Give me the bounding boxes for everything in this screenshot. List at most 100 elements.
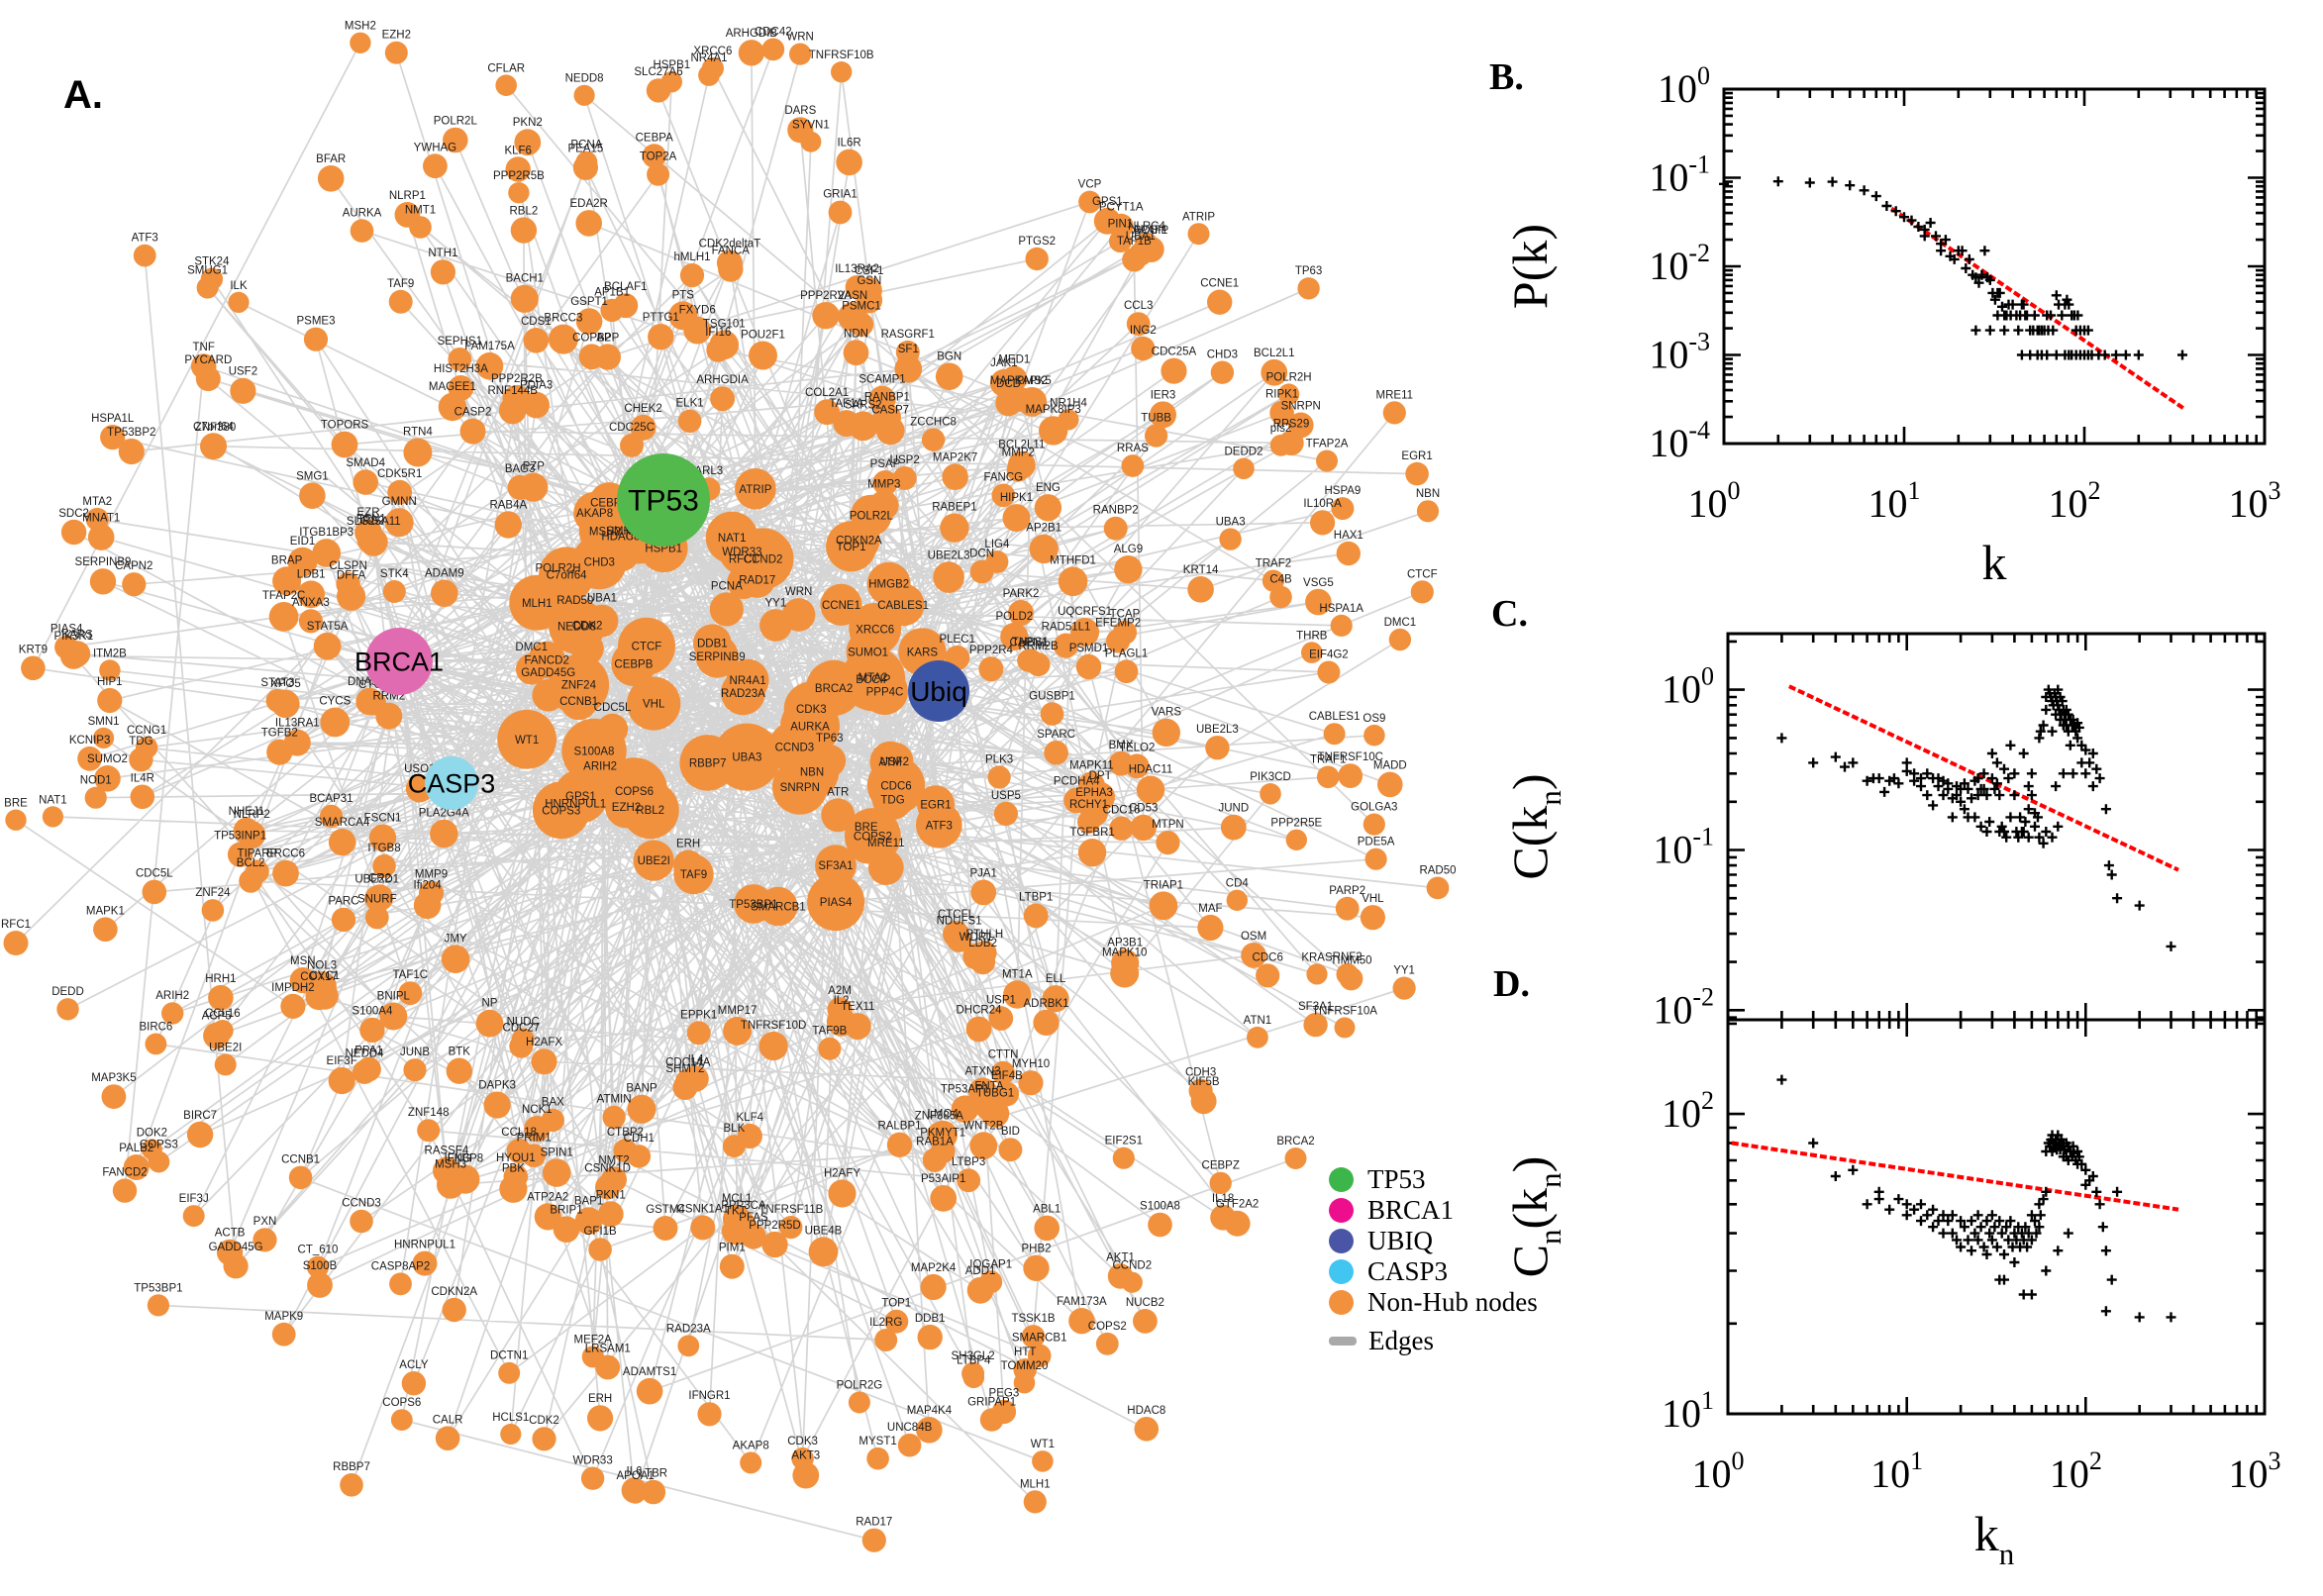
- network-node[interactable]: [430, 259, 455, 285]
- network-node[interactable]: [677, 1335, 700, 1357]
- network-node[interactable]: [483, 1091, 511, 1119]
- network-node[interactable]: [303, 327, 329, 351]
- network-node[interactable]: [510, 217, 538, 244]
- network-node[interactable]: [350, 32, 371, 53]
- network-node[interactable]: [559, 682, 598, 721]
- network-node[interactable]: [987, 765, 1011, 789]
- network-node[interactable]: [957, 1168, 981, 1193]
- network-node[interactable]: [353, 469, 379, 495]
- network-node[interactable]: [1224, 1210, 1251, 1237]
- network-node[interactable]: [1364, 848, 1387, 870]
- network-node[interactable]: [828, 200, 853, 225]
- network-node[interactable]: [511, 1028, 535, 1051]
- network-node[interactable]: [1187, 223, 1210, 246]
- network-node[interactable]: [1220, 814, 1247, 841]
- network-node[interactable]: [677, 409, 702, 434]
- network-node[interactable]: [1209, 1171, 1232, 1195]
- network-node[interactable]: [1207, 289, 1233, 315]
- network-node[interactable]: [866, 1446, 889, 1470]
- network-node[interactable]: [1068, 1308, 1095, 1335]
- network-node[interactable]: [1148, 1212, 1172, 1238]
- network-node[interactable]: [818, 1037, 842, 1060]
- network-node[interactable]: [758, 1031, 788, 1061]
- network-node[interactable]: [161, 1002, 184, 1025]
- network-node[interactable]: [875, 416, 905, 446]
- network-node[interactable]: [1070, 618, 1100, 647]
- network-node[interactable]: [1382, 401, 1406, 425]
- network-node[interactable]: [337, 581, 366, 611]
- network-node[interactable]: [1018, 1070, 1044, 1096]
- network-node[interactable]: [1205, 736, 1230, 760]
- network-node[interactable]: [602, 1105, 626, 1130]
- network-node[interactable]: [1210, 360, 1235, 384]
- network-node[interactable]: [831, 60, 853, 83]
- network-node[interactable]: [1003, 980, 1032, 1009]
- network-node[interactable]: [272, 859, 299, 887]
- network-node[interactable]: [989, 368, 1018, 397]
- network-node[interactable]: [1197, 914, 1224, 942]
- network-node[interactable]: [828, 1179, 857, 1208]
- network-node[interactable]: [1336, 962, 1359, 986]
- network-node[interactable]: [548, 324, 578, 354]
- network-node[interactable]: [969, 559, 994, 584]
- network-node[interactable]: [814, 399, 840, 426]
- network-node[interactable]: [789, 43, 812, 65]
- network-node[interactable]: [438, 392, 467, 422]
- network-node[interactable]: [87, 524, 115, 550]
- network-node[interactable]: [613, 1139, 638, 1163]
- network-node[interactable]: [1114, 659, 1139, 684]
- network-node[interactable]: [1032, 1450, 1054, 1472]
- network-node[interactable]: [56, 998, 79, 1021]
- network-node[interactable]: [734, 884, 773, 924]
- network-node[interactable]: [118, 438, 145, 465]
- network-node[interactable]: [442, 1297, 466, 1323]
- network-node[interactable]: [1017, 387, 1048, 417]
- network-node[interactable]: [1316, 449, 1338, 472]
- network-node[interactable]: [1085, 782, 1115, 812]
- network-node[interactable]: [505, 156, 531, 182]
- network-node[interactable]: [921, 428, 946, 451]
- network-node[interactable]: [182, 1205, 205, 1228]
- network-node[interactable]: [298, 609, 323, 634]
- network-node[interactable]: [389, 1272, 412, 1296]
- network-node[interactable]: [575, 150, 598, 173]
- network-node[interactable]: [1363, 813, 1385, 836]
- network-node[interactable]: [77, 746, 102, 771]
- network-node[interactable]: [431, 579, 458, 607]
- network-node[interactable]: [1338, 763, 1364, 788]
- network-node[interactable]: [435, 1426, 460, 1450]
- network-node[interactable]: [1109, 230, 1132, 253]
- network-node[interactable]: [1156, 831, 1180, 855]
- network-node[interactable]: [940, 513, 969, 543]
- network-node[interactable]: [1034, 494, 1062, 522]
- network-node[interactable]: [356, 1056, 381, 1082]
- network-node[interactable]: [271, 689, 300, 719]
- network-node[interactable]: [587, 1405, 614, 1432]
- network-node[interactable]: [1247, 1026, 1268, 1048]
- network-node[interactable]: [1093, 207, 1121, 235]
- network-node[interactable]: [759, 609, 792, 642]
- network-node[interactable]: [228, 291, 250, 313]
- network-node[interactable]: [200, 433, 227, 460]
- network-node[interactable]: [398, 981, 423, 1006]
- network-node[interactable]: [430, 819, 458, 848]
- network-node[interactable]: [575, 308, 603, 335]
- network-node[interactable]: [306, 1255, 330, 1278]
- network-node[interactable]: [697, 1402, 722, 1427]
- network-node[interactable]: [21, 655, 46, 681]
- network-node[interactable]: [642, 144, 666, 168]
- network-node[interactable]: [372, 853, 396, 878]
- network-node[interactable]: [42, 806, 63, 828]
- network-node[interactable]: [1112, 1147, 1135, 1169]
- network-node[interactable]: [620, 433, 644, 457]
- network-node[interactable]: [1114, 555, 1143, 584]
- network-node[interactable]: [740, 1451, 762, 1474]
- network-node[interactable]: [542, 1158, 571, 1187]
- network-node[interactable]: [230, 377, 256, 404]
- network-node[interactable]: [495, 74, 517, 96]
- network-node[interactable]: [5, 809, 27, 831]
- network-node[interactable]: [721, 670, 765, 716]
- network-node[interactable]: [1323, 723, 1346, 746]
- network-node[interactable]: [1269, 400, 1294, 426]
- network-node[interactable]: [1134, 1417, 1160, 1442]
